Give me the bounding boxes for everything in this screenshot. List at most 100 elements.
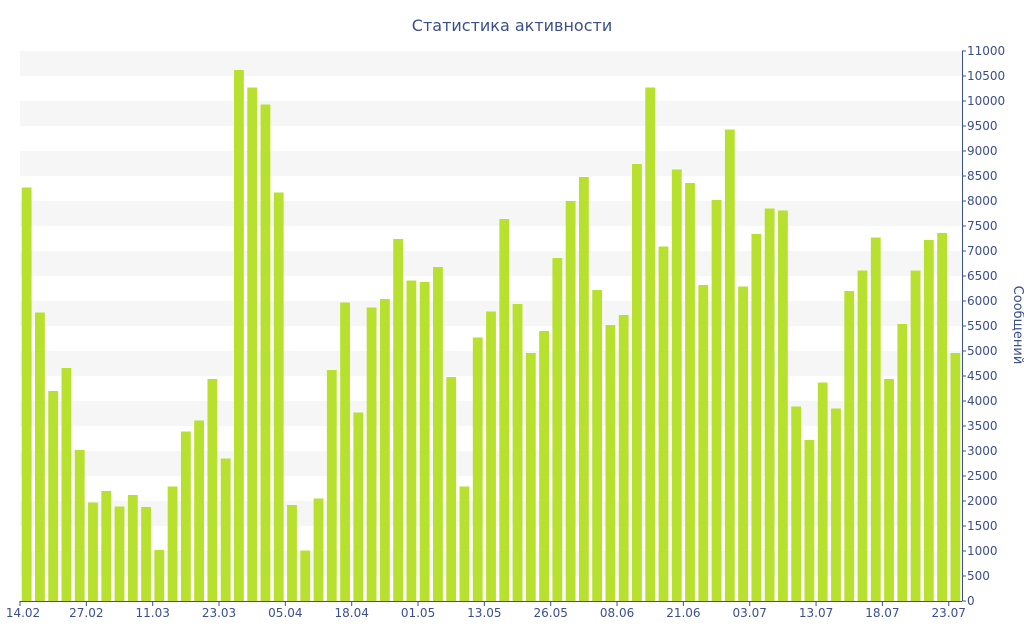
bar[interactable] xyxy=(658,246,669,602)
bar[interactable] xyxy=(154,550,165,601)
bars xyxy=(21,70,961,602)
bar[interactable] xyxy=(685,183,695,601)
bar[interactable] xyxy=(486,311,496,602)
y-tick-label: 8500 xyxy=(967,169,998,183)
bar[interactable] xyxy=(326,370,337,601)
bar[interactable] xyxy=(831,408,841,602)
bar[interactable] xyxy=(419,282,430,601)
bar[interactable] xyxy=(764,208,775,602)
y-tick-label: 0 xyxy=(967,594,975,608)
bar[interactable] xyxy=(141,507,151,601)
bar[interactable] xyxy=(48,391,59,601)
bar[interactable] xyxy=(645,87,656,602)
bar[interactable] xyxy=(313,498,324,602)
bar[interactable] xyxy=(393,239,404,601)
bar[interactable] xyxy=(777,210,788,602)
bar[interactable] xyxy=(499,219,510,601)
y-tick-label: 6000 xyxy=(967,294,998,308)
bar[interactable] xyxy=(127,495,138,601)
bar[interactable] xyxy=(433,267,443,601)
bar[interactable] xyxy=(247,87,258,602)
bar[interactable] xyxy=(234,70,244,601)
axes: 0 500 1000 1500 2000 2500 3000 3500 4000 4500 5000… xyxy=(6,44,1005,620)
bar[interactable] xyxy=(950,353,961,601)
bar[interactable] xyxy=(844,291,855,601)
bar[interactable] xyxy=(300,550,311,602)
grid-band xyxy=(20,251,962,276)
bar[interactable] xyxy=(539,331,549,601)
bar[interactable] xyxy=(578,177,589,601)
bar[interactable] xyxy=(724,129,735,602)
bar[interactable] xyxy=(406,280,417,602)
bar[interactable] xyxy=(897,324,908,601)
bar[interactable] xyxy=(366,307,377,602)
bar[interactable] xyxy=(220,458,231,602)
y-tick-label: 4000 xyxy=(967,394,998,408)
y-tick-label: 10500 xyxy=(967,69,1005,83)
bar[interactable] xyxy=(459,486,470,602)
bar[interactable] xyxy=(260,104,271,602)
bar[interactable] xyxy=(207,379,218,601)
y-tick-label: 7500 xyxy=(967,219,998,233)
bar[interactable] xyxy=(340,302,350,602)
bar[interactable] xyxy=(21,187,32,602)
bar[interactable] xyxy=(88,502,98,602)
bar[interactable] xyxy=(512,304,523,601)
bar[interactable] xyxy=(472,337,483,602)
bar[interactable] xyxy=(857,270,868,602)
bar[interactable] xyxy=(379,299,390,601)
bar[interactable] xyxy=(114,506,125,602)
x-tick-label: 08.06 xyxy=(600,606,634,620)
bar[interactable] xyxy=(698,285,709,601)
bar[interactable] xyxy=(592,290,603,601)
bar[interactable] xyxy=(34,312,45,602)
x-tick-label: 13.07 xyxy=(799,606,833,620)
bar[interactable] xyxy=(711,200,722,601)
grid-band xyxy=(20,201,962,226)
bar[interactable] xyxy=(167,486,178,602)
bar[interactable] xyxy=(194,420,205,602)
bar[interactable] xyxy=(937,233,948,601)
bar[interactable] xyxy=(923,240,934,601)
bar[interactable] xyxy=(671,169,682,602)
bar[interactable] xyxy=(525,353,536,601)
bar[interactable] xyxy=(791,406,802,602)
bar[interactable] xyxy=(751,234,762,601)
x-tick-label: 27.02 xyxy=(69,606,103,620)
bar[interactable] xyxy=(884,379,894,601)
grid-band xyxy=(20,101,962,126)
chart-title: Статистика активности xyxy=(412,16,612,35)
bar[interactable] xyxy=(180,431,191,602)
y-tick-label: 2000 xyxy=(967,494,998,508)
bar[interactable] xyxy=(605,325,616,601)
y-tick-label: 9500 xyxy=(967,119,998,133)
bar[interactable] xyxy=(565,201,576,601)
bar[interactable] xyxy=(353,412,364,602)
bar[interactable] xyxy=(287,505,297,601)
bar[interactable] xyxy=(804,440,815,601)
x-tick-label: 18.07 xyxy=(865,606,899,620)
x-tick-label: 03.07 xyxy=(733,606,767,620)
x-tick-label: 18.04 xyxy=(335,606,369,620)
bar[interactable] xyxy=(817,382,828,602)
bar[interactable] xyxy=(632,164,642,601)
y-tick-label: 5000 xyxy=(967,344,998,358)
x-tick-label: 26.05 xyxy=(534,606,568,620)
bar[interactable] xyxy=(273,192,284,602)
bar[interactable] xyxy=(910,270,921,602)
bar[interactable] xyxy=(61,368,72,601)
bar[interactable] xyxy=(446,377,457,601)
x-tick-label: 05.04 xyxy=(268,606,302,620)
bar[interactable] xyxy=(101,491,112,601)
bar[interactable] xyxy=(74,450,85,601)
bar[interactable] xyxy=(870,237,881,602)
bar[interactable] xyxy=(618,315,629,601)
y-tick-label: 3500 xyxy=(967,419,998,433)
bar[interactable] xyxy=(552,258,563,601)
x-tick-label: 01.05 xyxy=(401,606,435,620)
y-tick-label: 5500 xyxy=(967,319,998,333)
x-tick-label: 23.07 xyxy=(932,606,966,620)
y-tick-label: 4500 xyxy=(967,369,998,383)
bar[interactable] xyxy=(738,286,748,602)
